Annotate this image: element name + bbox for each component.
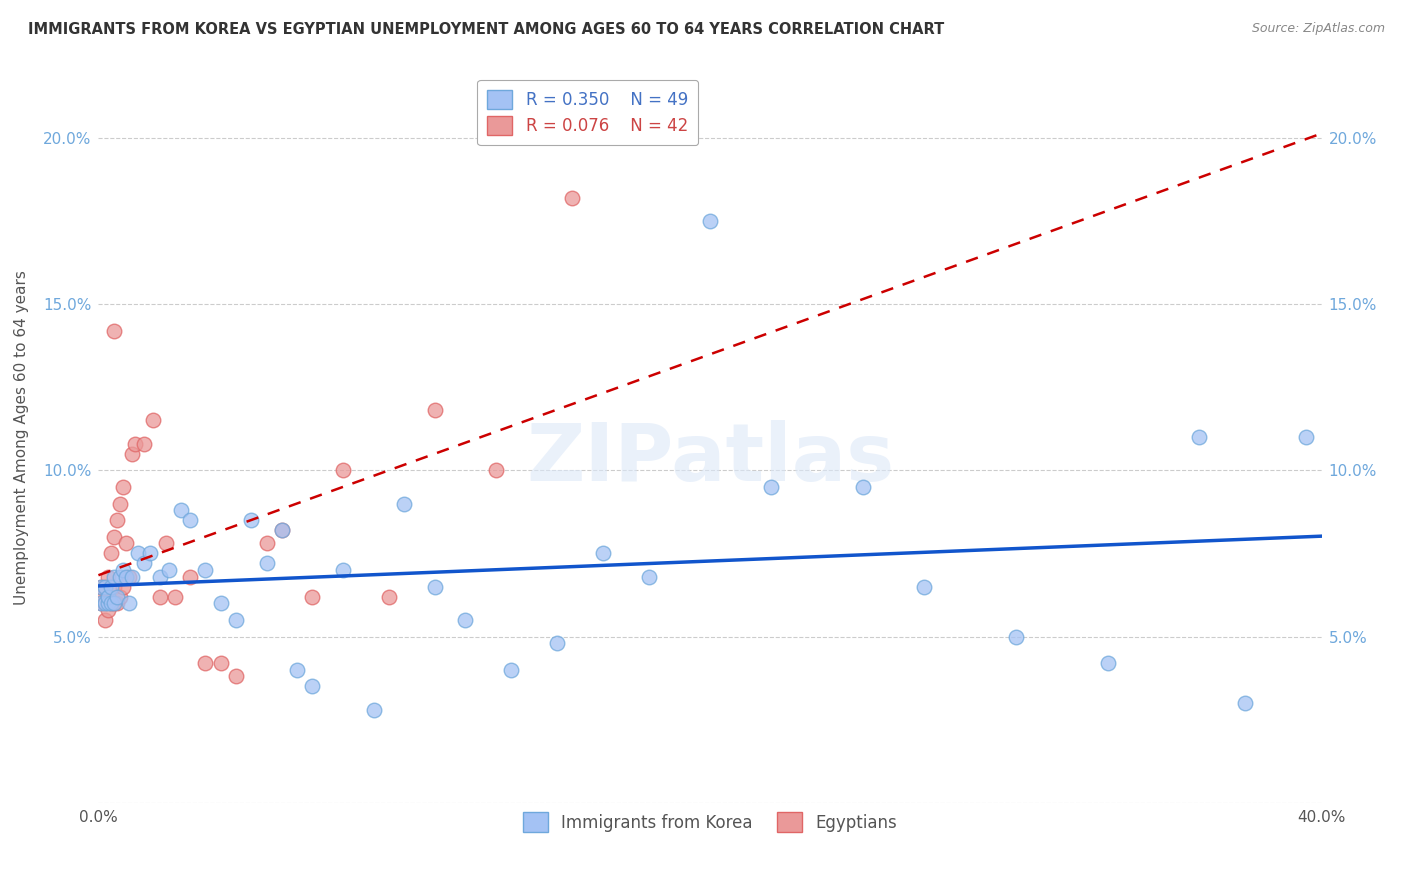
- Point: [127, 546, 149, 560]
- Point: [111, 580, 134, 594]
- Point: [115, 536, 138, 550]
- Point: [1188, 430, 1211, 444]
- Point: [546, 636, 568, 650]
- Point: [103, 570, 125, 584]
- Point: [90, 580, 112, 594]
- Point: [93, 580, 115, 594]
- Point: [90, 596, 112, 610]
- Point: [163, 590, 186, 604]
- Point: [97, 590, 120, 604]
- Point: [103, 596, 125, 610]
- Point: [97, 570, 120, 584]
- Point: [170, 503, 193, 517]
- Point: [454, 613, 477, 627]
- Point: [149, 590, 172, 604]
- Point: [392, 497, 416, 511]
- Point: [103, 596, 125, 610]
- Point: [93, 613, 115, 627]
- Point: [97, 603, 120, 617]
- Legend: Immigrants from Korea, Egyptians: Immigrants from Korea, Egyptians: [516, 805, 904, 838]
- Point: [270, 523, 292, 537]
- Point: [142, 413, 165, 427]
- Point: [105, 596, 128, 610]
- Point: [121, 570, 143, 584]
- Point: [485, 463, 508, 477]
- Point: [108, 570, 131, 584]
- Point: [100, 596, 122, 610]
- Point: [561, 191, 583, 205]
- Point: [301, 590, 323, 604]
- Point: [108, 497, 131, 511]
- Point: [103, 324, 125, 338]
- Point: [209, 656, 232, 670]
- Point: [501, 663, 523, 677]
- Point: [121, 447, 143, 461]
- Point: [118, 596, 141, 610]
- Point: [105, 590, 128, 604]
- Point: [1097, 656, 1119, 670]
- Point: [912, 580, 935, 594]
- Point: [103, 530, 125, 544]
- Point: [90, 590, 112, 604]
- Point: [111, 563, 134, 577]
- Point: [93, 580, 115, 594]
- Point: [423, 580, 446, 594]
- Point: [105, 513, 128, 527]
- Point: [149, 570, 172, 584]
- Point: [332, 563, 354, 577]
- Point: [332, 463, 354, 477]
- Point: [1295, 430, 1317, 444]
- Point: [100, 580, 122, 594]
- Point: [225, 613, 247, 627]
- Text: IMMIGRANTS FROM KOREA VS EGYPTIAN UNEMPLOYMENT AMONG AGES 60 TO 64 YEARS CORRELA: IMMIGRANTS FROM KOREA VS EGYPTIAN UNEMPL…: [28, 22, 945, 37]
- Point: [363, 703, 385, 717]
- Point: [592, 546, 614, 560]
- Point: [90, 580, 112, 594]
- Point: [118, 570, 141, 584]
- Point: [759, 480, 782, 494]
- Point: [103, 580, 125, 594]
- Text: Source: ZipAtlas.com: Source: ZipAtlas.com: [1251, 22, 1385, 36]
- Point: [97, 590, 120, 604]
- Point: [209, 596, 232, 610]
- Point: [90, 596, 112, 610]
- Point: [225, 669, 247, 683]
- Point: [270, 523, 292, 537]
- Point: [423, 403, 446, 417]
- Point: [155, 536, 177, 550]
- Point: [134, 557, 156, 571]
- Point: [97, 596, 120, 610]
- Point: [256, 536, 278, 550]
- Point: [179, 570, 201, 584]
- Point: [699, 214, 721, 228]
- Point: [93, 596, 115, 610]
- Point: [1004, 630, 1026, 644]
- Point: [637, 570, 661, 584]
- Point: [115, 570, 138, 584]
- Point: [124, 436, 146, 450]
- Point: [852, 480, 875, 494]
- Y-axis label: Unemployment Among Ages 60 to 64 years: Unemployment Among Ages 60 to 64 years: [14, 269, 30, 605]
- Point: [139, 546, 162, 560]
- Text: ZIPatlas: ZIPatlas: [526, 420, 894, 498]
- Point: [179, 513, 201, 527]
- Point: [256, 557, 278, 571]
- Point: [93, 596, 115, 610]
- Point: [378, 590, 401, 604]
- Point: [285, 663, 308, 677]
- Point: [157, 563, 180, 577]
- Point: [1234, 696, 1257, 710]
- Point: [194, 563, 217, 577]
- Point: [100, 596, 122, 610]
- Point: [301, 680, 323, 694]
- Point: [134, 436, 156, 450]
- Point: [108, 590, 131, 604]
- Point: [240, 513, 263, 527]
- Point: [194, 656, 217, 670]
- Point: [111, 480, 134, 494]
- Point: [100, 546, 122, 560]
